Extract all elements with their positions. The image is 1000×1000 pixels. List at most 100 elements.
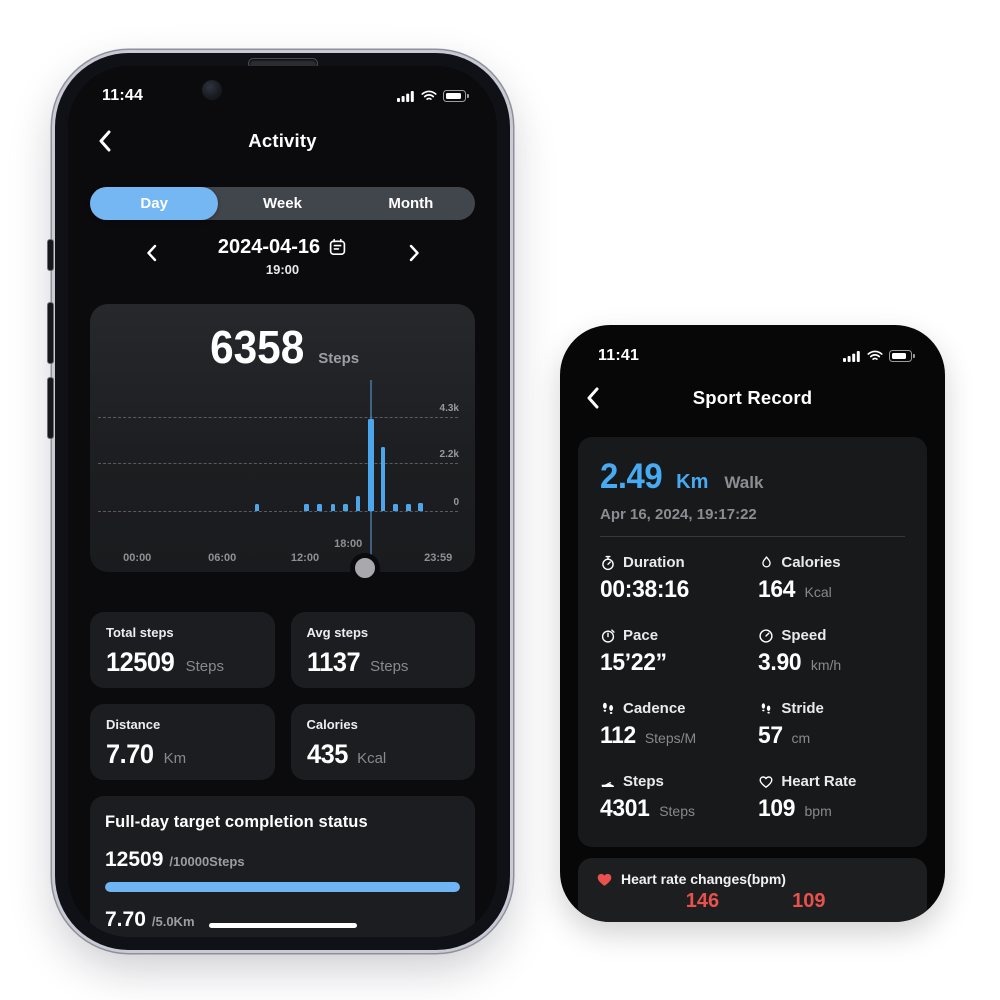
chart-bar bbox=[355, 495, 361, 511]
home-indicator[interactable] bbox=[208, 923, 357, 928]
distance-unit: Km bbox=[676, 471, 709, 493]
metric-label-row: Heart Rate bbox=[758, 773, 905, 790]
metric-unit: cm bbox=[791, 730, 811, 746]
date-navigator: 2024-04-16 19:00 bbox=[90, 236, 475, 282]
metric-label: Steps bbox=[623, 773, 664, 790]
metric-stride: Stride 57 cm bbox=[758, 700, 905, 750]
metric-unit: Steps/M bbox=[644, 730, 697, 746]
stat-unit: Km bbox=[163, 750, 187, 767]
chart-gridline-label: 4.3k bbox=[439, 403, 459, 414]
chart-gridline bbox=[98, 462, 458, 464]
tab-month[interactable]: Month bbox=[388, 195, 434, 212]
metric-value: 109 bbox=[758, 795, 796, 822]
divider bbox=[600, 536, 905, 537]
signal-icon bbox=[397, 90, 415, 102]
stat-value: 435 bbox=[306, 739, 348, 769]
stat-card-avg-steps[interactable]: Avg steps 1137 Steps bbox=[290, 612, 475, 688]
metric-value-row: 164 Kcal bbox=[758, 576, 905, 604]
metric-cadence: Cadence 112 Steps/M bbox=[600, 700, 758, 750]
steps-progress-bar bbox=[105, 882, 460, 892]
metric-unit: Kcal bbox=[804, 584, 832, 600]
chart-gridline bbox=[98, 417, 458, 418]
stat-value: 7.70 bbox=[106, 739, 154, 769]
metric-label-row: Cadence bbox=[600, 700, 758, 717]
volume-up-button[interactable] bbox=[48, 303, 53, 363]
metric-value-row: 3.90 km/h bbox=[758, 649, 905, 677]
stat-label: Total steps bbox=[106, 625, 174, 640]
chart-bar bbox=[418, 502, 423, 511]
steps-chart[interactable]: 6358 Steps 4.3k 2.2k 0 00:00 06:00 12:00 18:00… bbox=[90, 304, 475, 572]
heart-rate-value: 109 bbox=[792, 890, 826, 912]
stat-value-row: 7.70 Km bbox=[106, 739, 259, 770]
steps-progress-value: 12509 bbox=[105, 848, 164, 871]
heart-rate-value: 146 bbox=[685, 890, 720, 912]
metric-value: 57 bbox=[758, 722, 784, 749]
tab-week[interactable]: Week bbox=[263, 195, 302, 212]
stat-label: Calories bbox=[306, 717, 358, 732]
stat-card-total-steps[interactable]: Total steps 12509 Steps bbox=[90, 612, 275, 688]
metric-value: 3.90 bbox=[758, 649, 802, 676]
page-title: Activity bbox=[248, 130, 317, 151]
heart-icon bbox=[758, 774, 774, 790]
metric-calories: Calories 164 Kcal bbox=[758, 554, 905, 604]
back-button[interactable] bbox=[586, 386, 610, 410]
stat-value: 12509 bbox=[106, 647, 175, 677]
next-day-button[interactable] bbox=[403, 242, 425, 264]
activity-screen: 11:44 bbox=[68, 66, 497, 937]
stat-value: 1137 bbox=[306, 647, 361, 677]
sport-record-screen: 11:41 Sport Record bbox=[560, 325, 945, 922]
selected-steps-unit: Steps bbox=[318, 350, 360, 367]
volume-down-button[interactable] bbox=[48, 378, 53, 438]
metric-label: Cadence bbox=[623, 700, 686, 717]
prev-day-button[interactable] bbox=[140, 242, 162, 264]
stat-unit: Steps bbox=[185, 658, 224, 675]
chart-x-label: 12:00 bbox=[290, 552, 320, 564]
stat-unit: Steps bbox=[370, 658, 409, 675]
metric-label-row: Stride bbox=[758, 700, 905, 717]
metric-label: Stride bbox=[781, 700, 824, 717]
chevron-left-icon bbox=[146, 244, 156, 262]
wifi-icon bbox=[867, 350, 883, 360]
chart-x-label: 23:59 bbox=[424, 552, 453, 564]
daily-stats-grid: Total steps 12509 Steps Avg steps 1137 Steps D… bbox=[90, 612, 475, 780]
stat-value-row: 1137 Steps bbox=[307, 647, 460, 678]
status-time: 11:41 bbox=[598, 347, 640, 364]
stat-card-distance[interactable]: Distance 7.70 Km bbox=[90, 704, 275, 780]
heart-rate-values: 146 109 bbox=[596, 890, 909, 916]
calendar-icon[interactable] bbox=[328, 238, 347, 257]
back-button[interactable] bbox=[98, 129, 122, 153]
chart-bar bbox=[304, 504, 309, 511]
heart-rate-card[interactable]: Heart rate changes(bpm) 146 109 bbox=[578, 858, 927, 922]
heart-rate-card-title: Heart rate changes(bpm) bbox=[621, 871, 786, 887]
signal-icon bbox=[843, 350, 861, 362]
tab-day[interactable]: Day bbox=[90, 187, 219, 220]
metric-value-row: 109 bpm bbox=[758, 795, 905, 823]
metric-value: 00:38:16 bbox=[600, 576, 689, 603]
activity-type: Walk bbox=[724, 473, 764, 492]
pace-icon bbox=[600, 628, 616, 644]
chevron-left-icon bbox=[587, 387, 599, 409]
sport-metrics-grid: Duration 00:38:16 Calories 164 Kcal Pace 15’22… bbox=[600, 554, 905, 823]
sport-datetime: Apr 16, 2024, 19:17:22 bbox=[600, 506, 757, 523]
metric-value-row: 4301 Steps bbox=[600, 795, 758, 823]
heart-filled-icon bbox=[597, 873, 612, 886]
earpiece-speaker bbox=[248, 59, 317, 68]
chart-slider-handle[interactable] bbox=[350, 553, 380, 583]
metric-label-row: Steps bbox=[600, 773, 758, 790]
metric-value: 15’22” bbox=[600, 649, 667, 676]
target-completion-card: Full-day target completion status 12509 … bbox=[90, 796, 475, 937]
metric-duration: Duration 00:38:16 bbox=[600, 554, 758, 604]
metric-label: Pace bbox=[623, 627, 659, 644]
cadence-icon bbox=[600, 701, 616, 717]
chart-bar bbox=[254, 504, 259, 511]
nav-bar: Sport Record bbox=[584, 385, 921, 411]
stat-card-calories[interactable]: Calories 435 Kcal bbox=[290, 704, 475, 780]
chart-bar bbox=[343, 504, 348, 511]
battery-icon bbox=[443, 90, 467, 102]
selected-steps-value: 6358 bbox=[209, 321, 305, 373]
metric-steps: Steps 4301 Steps bbox=[600, 773, 758, 823]
chart-bar bbox=[393, 504, 398, 511]
metric-value: 164 bbox=[758, 576, 796, 603]
mute-switch[interactable] bbox=[48, 240, 53, 270]
